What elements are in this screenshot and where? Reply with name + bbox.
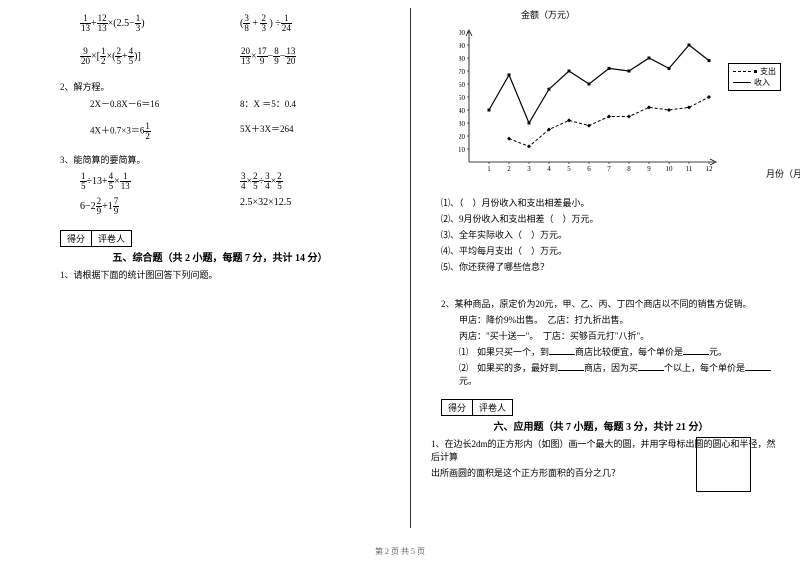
answer-square — [696, 437, 751, 492]
equation-row-1: 2X－0.8X－6＝16 8：X ＝5：0.4 — [90, 97, 400, 110]
right-column: 金额（万元） 100908070605040302010123456789101… — [411, 8, 791, 530]
svg-text:8: 8 — [627, 165, 631, 172]
score-label: 得分 — [60, 230, 91, 247]
svg-text:10: 10 — [666, 165, 674, 172]
q2-line1: 2、某种商品，原定价为20元，甲、乙、丙、丁四个商店以不同的销售方促销。 — [441, 297, 781, 310]
score-box-6: 得分 评卷人 — [441, 399, 781, 416]
expression-row-3: 15÷13+45×113 34×25÷34×25 — [80, 172, 400, 191]
chart-legend: 支出 收入 — [728, 63, 781, 91]
legend-income: 收入 — [754, 77, 770, 88]
svg-text:5: 5 — [567, 165, 571, 172]
q2-line4: ⑴ 如果只买一个，到商店比较便宜，每个单价是元。 — [459, 345, 781, 358]
grader-label-6: 评卷人 — [472, 399, 513, 416]
svg-text:30: 30 — [459, 120, 466, 128]
expr-3d: 2.5×32×12.5 — [240, 197, 400, 216]
eq-2d: 5X＋3X＝264 — [240, 122, 390, 141]
section-6-title: 六、应用题（共 7 小题，每题 3 分，共计 21 分） — [421, 418, 781, 433]
eq-2c: 4X＋0.7×3＝612 — [90, 122, 240, 141]
section-5-q1: 1、请根据下面的统计图回答下列问题。 — [60, 268, 400, 281]
svg-text:9: 9 — [647, 165, 651, 172]
svg-text:50: 50 — [459, 94, 466, 102]
expr-3a: 15÷13+45×113 — [80, 172, 240, 191]
grader-label: 评卷人 — [91, 230, 132, 247]
line-chart: 金额（万元） 100908070605040302010123456789101… — [441, 8, 781, 188]
chart-q2: ⑵、9月份收入和支出相差（ ）万元。 — [441, 212, 781, 225]
eq-2b: 8：X ＝5：0.4 — [240, 97, 390, 110]
chart-q3: ⑶、全年实际收入（ ）万元。 — [441, 228, 781, 241]
q2-line5: ⑵ 如果买的多，最好到商店，因为买个以上，每个单价是元。 — [459, 361, 781, 387]
chart-q4: ⑷、平均每月支出（ ）万元。 — [441, 244, 781, 257]
svg-text:6: 6 — [587, 165, 591, 172]
chart-svg: 100908070605040302010123456789101112 — [459, 22, 719, 172]
svg-text:20: 20 — [459, 133, 466, 141]
question-2-label: 2、解方程。 — [60, 80, 400, 93]
svg-text:1: 1 — [487, 165, 491, 172]
expr-3c: 6−229+179 — [80, 197, 240, 216]
legend-expense: 支出 — [760, 66, 776, 77]
svg-text:7: 7 — [607, 165, 611, 172]
page-footer: 第 2 页 共 5 页 — [0, 546, 800, 557]
svg-text:12: 12 — [706, 165, 714, 172]
expression-row-1: 113+1213×(2.5−13) (38 + 23 ) ÷124 — [80, 14, 400, 33]
svg-text:3: 3 — [527, 165, 531, 172]
q2-line3: 丙店："买十送一"。 丁店：买够百元打"八折"。 — [459, 329, 781, 342]
score-label-6: 得分 — [441, 399, 472, 416]
chart-q5: ⑸、你还获得了哪些信息？ — [441, 260, 781, 273]
svg-text:90: 90 — [459, 42, 466, 50]
svg-text:4: 4 — [547, 165, 551, 172]
svg-text:60: 60 — [459, 81, 466, 89]
section-5-title: 五、综合题（共 2 小题，每题 7 分，共计 14 分） — [40, 249, 400, 264]
expr-2b: 2013×179−89−1320 — [240, 47, 400, 66]
svg-text:2: 2 — [507, 165, 511, 172]
score-box-5: 得分 评卷人 — [60, 230, 400, 247]
question-3-label: 3、能简算的要简算。 — [60, 153, 400, 166]
chart-y-title: 金额（万元） — [521, 8, 575, 21]
q2-line2: 甲店：降价9%出售。 乙店：打九折出售。 — [459, 313, 781, 326]
svg-text:70: 70 — [459, 68, 466, 76]
eq-2a: 2X－0.8X－6＝16 — [90, 97, 240, 110]
expression-row-2: 920×[12×(25+45)] 2013×179−89−1320 — [80, 47, 400, 66]
left-column: 113+1213×(2.5−13) (38 + 23 ) ÷124 920×[1… — [30, 8, 410, 530]
chart-x-title: 月份（月） — [766, 167, 800, 180]
expr-3b: 34×25÷34×25 — [240, 172, 400, 191]
expression-row-4: 6−229+179 2.5×32×12.5 — [80, 197, 400, 216]
svg-text:80: 80 — [459, 55, 466, 63]
expr-2a: 920×[12×(25+45)] — [80, 47, 240, 66]
expr-1b: (38 + 23 ) ÷124 — [240, 14, 400, 33]
svg-text:11: 11 — [686, 165, 693, 172]
svg-text:100: 100 — [459, 29, 466, 37]
equation-row-2: 4X＋0.7×3＝612 5X＋3X＝264 — [90, 122, 400, 141]
svg-text:40: 40 — [459, 107, 466, 115]
expr-1a: 113+1213×(2.5−13) — [80, 14, 240, 33]
svg-text:10: 10 — [459, 146, 466, 154]
chart-q1: ⑴、（ ）月份收入和支出相差最小。 — [441, 196, 781, 209]
